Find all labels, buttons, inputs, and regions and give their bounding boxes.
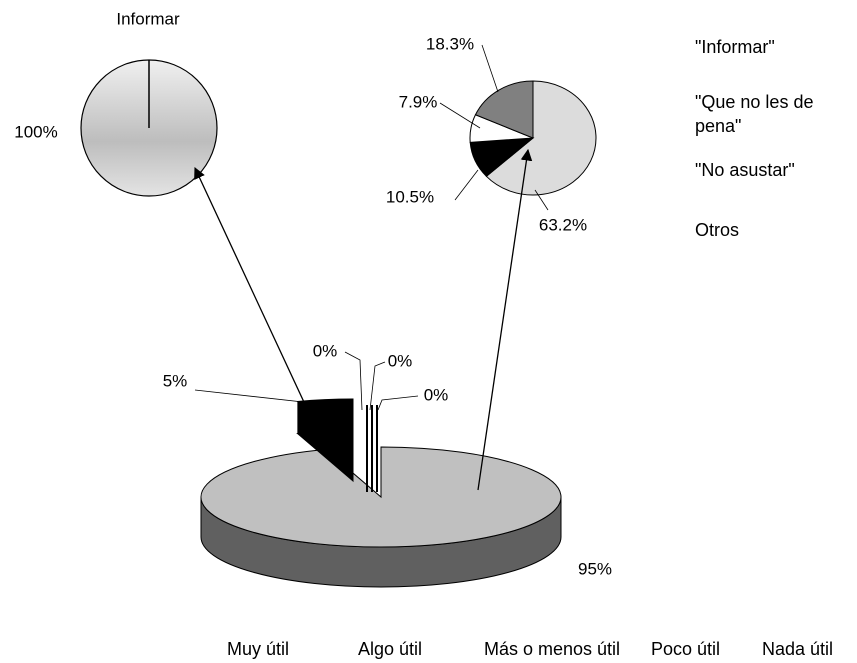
value-label: 100%: [14, 122, 57, 141]
legend-label: Algo útil: [358, 639, 423, 659]
leader-line: [194, 389, 331, 406]
value-label: 5%: [163, 371, 188, 390]
legend-label: Otros: [695, 220, 740, 240]
legend-label: Poco útil: [651, 639, 721, 659]
value-label: 0%: [313, 341, 338, 360]
value-label: 0%: [424, 385, 449, 404]
pie-slice-side: [297, 399, 353, 481]
legend-label: Más o menos útil: [484, 639, 621, 659]
legend-label: Muy útil: [227, 639, 290, 659]
leader-line: [454, 169, 479, 201]
pie-slice: [474, 80, 534, 139]
leader-line: [377, 395, 419, 411]
legend-label: "Que no les de pena": [695, 92, 814, 136]
value-label: 95%: [578, 559, 612, 578]
leader-line: [344, 351, 363, 411]
arrow: [194, 166, 331, 459]
value-label: 10.5%: [386, 187, 434, 206]
value-label: 7.9%: [399, 92, 438, 111]
leader-line: [481, 44, 499, 93]
leader-line: [534, 189, 549, 211]
small-pie-title: Informar: [116, 9, 180, 28]
value-label: 0%: [388, 351, 413, 370]
leader-line: [369, 361, 386, 411]
leader-line: [439, 102, 481, 129]
value-label: 18.3%: [426, 34, 474, 53]
legend-label: "No asustar": [695, 160, 795, 180]
pie-slice: [200, 446, 562, 548]
legend-label: Nada útil: [762, 639, 834, 659]
legend-label: "Informar": [695, 37, 775, 57]
arrow: [477, 148, 533, 491]
value-label: 63.2%: [539, 215, 587, 234]
pie-slice: [485, 80, 597, 196]
